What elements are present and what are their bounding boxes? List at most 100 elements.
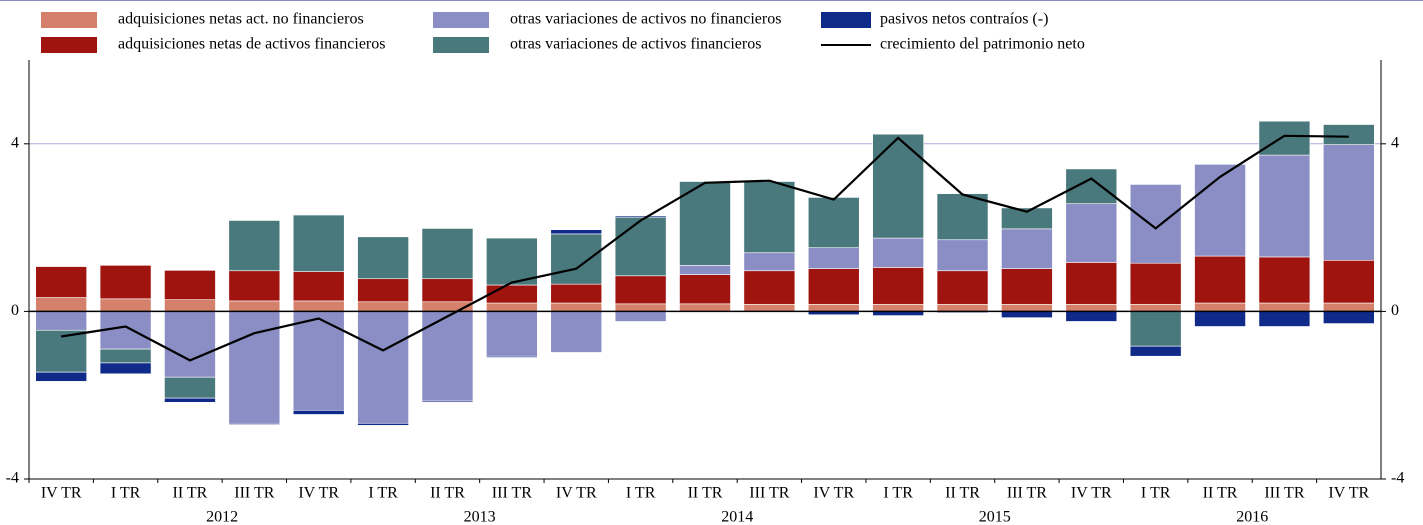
- bar: [550, 283, 603, 304]
- legend-label: adquisiciones netas de activos financier…: [118, 36, 385, 53]
- x-tick-label: II TR: [430, 485, 465, 502]
- legend-swatch: [433, 12, 489, 28]
- bar: [421, 400, 474, 403]
- year-label: 2012: [206, 509, 238, 525]
- bar: [164, 311, 216, 378]
- bar: [807, 303, 860, 312]
- bar: [550, 311, 603, 353]
- bar: [35, 371, 87, 382]
- bar: [164, 299, 216, 312]
- bar: [357, 301, 409, 312]
- bar: [486, 311, 538, 357]
- bar: [1129, 311, 1182, 347]
- bar: [1001, 303, 1053, 312]
- x-tick-label: IV TR: [556, 485, 597, 502]
- bar: [421, 228, 474, 280]
- x-tick-label: I TR: [626, 485, 656, 502]
- bar: [743, 252, 796, 272]
- y-tick-label: 4: [11, 134, 19, 151]
- y2-tick-label: 0: [1391, 302, 1399, 319]
- bar: [1323, 302, 1375, 312]
- bar: [614, 311, 667, 322]
- bar: [1001, 268, 1053, 305]
- bar: [807, 268, 860, 305]
- bar: [99, 362, 152, 375]
- y-tick-label: -4: [6, 470, 19, 487]
- bar: [614, 215, 667, 218]
- x-tick-label: IV TR: [1328, 485, 1369, 502]
- y-tick-label: 0: [11, 302, 19, 319]
- bar: [292, 271, 345, 302]
- bar: [1065, 303, 1118, 312]
- bar: [614, 216, 667, 277]
- bar: [1129, 184, 1182, 264]
- legend-swatch: [821, 12, 871, 28]
- bar: [1001, 311, 1053, 318]
- bar: [1194, 302, 1246, 312]
- bar: [1065, 203, 1118, 263]
- bar: [35, 297, 87, 312]
- bar: [486, 302, 538, 312]
- bar: [1001, 207, 1053, 230]
- bar: [357, 311, 409, 424]
- year-label: 2016: [1236, 509, 1268, 525]
- bar: [99, 348, 152, 364]
- bar: [292, 409, 345, 415]
- bar: [614, 303, 667, 312]
- bar: [550, 302, 603, 312]
- bar: [872, 237, 924, 268]
- bar: [1323, 311, 1375, 324]
- bar: [1258, 256, 1311, 304]
- bar: [35, 266, 87, 298]
- bar: [1258, 311, 1311, 327]
- bar: [936, 239, 989, 272]
- x-tick-label: IV TR: [1071, 485, 1112, 502]
- bar: [1065, 168, 1118, 205]
- x-tick-label: IV TR: [813, 485, 854, 502]
- bar: [614, 275, 667, 305]
- bar: [292, 214, 345, 272]
- bar: [99, 265, 152, 300]
- bar: [164, 270, 216, 300]
- bar: [679, 265, 731, 275]
- x-tick-label: I TR: [1141, 485, 1171, 502]
- bar: [550, 229, 603, 235]
- bar: [421, 278, 474, 303]
- bar: [679, 181, 731, 266]
- bar: [872, 133, 924, 239]
- bar: [1194, 255, 1246, 304]
- bar: [550, 233, 603, 285]
- bar: [357, 278, 409, 303]
- bar: [1323, 144, 1375, 261]
- bar: [357, 422, 409, 426]
- x-tick-label: II TR: [688, 485, 723, 502]
- bar: [936, 303, 989, 312]
- bar: [228, 270, 281, 302]
- bar: [486, 237, 538, 286]
- bar: [936, 270, 989, 305]
- year-label: 2013: [464, 509, 496, 525]
- legend-label: otras variaciones de activos financieros: [510, 36, 761, 53]
- legend-swatch: [41, 37, 97, 53]
- bar: [1258, 154, 1311, 258]
- bar: [1194, 311, 1246, 327]
- y2-tick-label: 4: [1391, 134, 1399, 151]
- bar: [228, 220, 281, 272]
- bar: [1129, 345, 1182, 357]
- bar: [357, 236, 409, 280]
- bar: [228, 300, 281, 312]
- bar: [743, 181, 796, 254]
- year-label: 2015: [979, 509, 1011, 525]
- bar: [35, 329, 87, 373]
- legend-swatch: [433, 37, 489, 53]
- x-tick-label: II TR: [945, 485, 980, 502]
- bar: [35, 311, 87, 331]
- bar: [1129, 262, 1182, 305]
- bar: [164, 376, 216, 399]
- bar: [743, 270, 796, 305]
- bar: [872, 267, 924, 305]
- bar: [1001, 228, 1053, 269]
- legend-label: crecimiento del patrimonio neto: [880, 36, 1085, 53]
- x-tick-label: III TR: [234, 485, 274, 502]
- legend-swatch: [41, 12, 97, 28]
